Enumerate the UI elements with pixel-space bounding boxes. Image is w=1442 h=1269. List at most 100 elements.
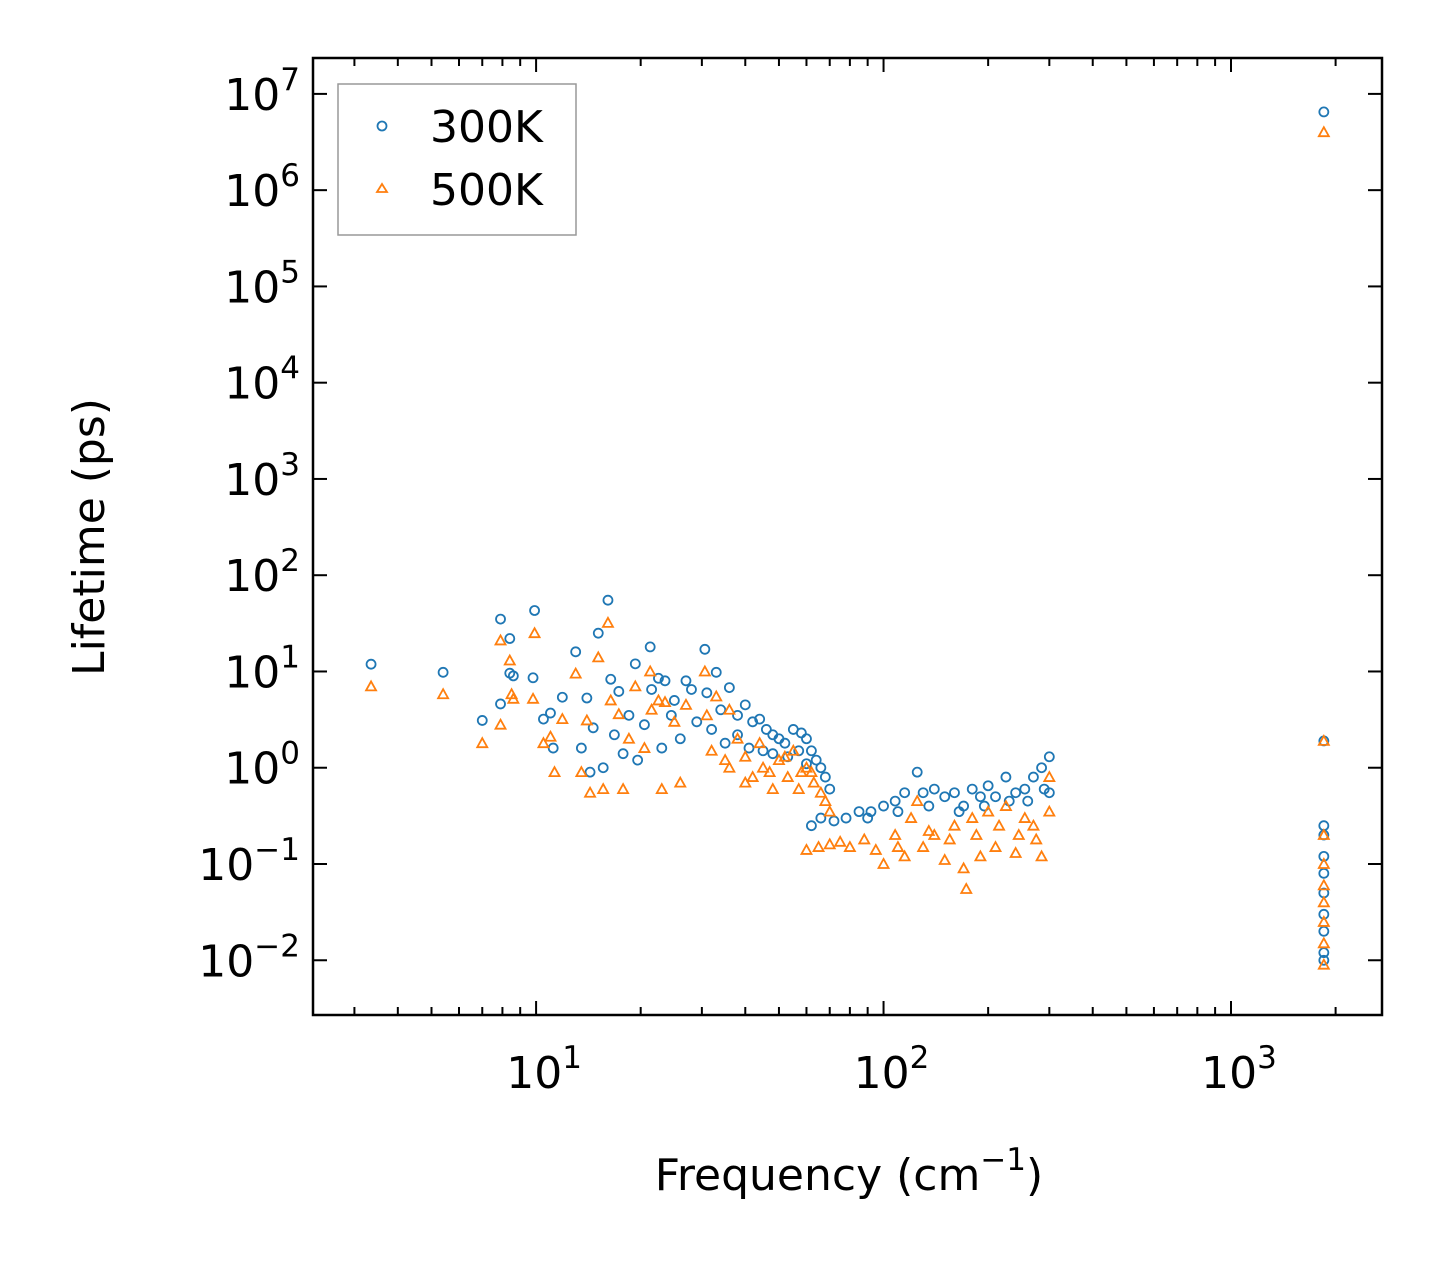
data-point	[743, 742, 755, 754]
data-point	[806, 820, 817, 832]
data-point	[1009, 846, 1023, 858]
data-point	[1043, 751, 1055, 763]
data-point	[815, 812, 827, 824]
data-point	[709, 689, 723, 702]
data-point	[691, 716, 703, 728]
data-point	[756, 760, 770, 773]
legend-box	[337, 83, 577, 236]
data-point	[656, 742, 668, 754]
data-point	[1042, 770, 1056, 782]
data-point	[722, 760, 736, 773]
axis-ticks	[313, 58, 1382, 1015]
plot-frame	[311, 56, 1384, 1017]
data-point	[1317, 936, 1331, 949]
data-point	[869, 843, 883, 855]
data-point	[719, 737, 731, 749]
data-point	[1317, 895, 1331, 908]
tick-exponent: 7	[280, 62, 300, 98]
data-point	[495, 613, 506, 625]
y-axis-label: Lifetime (ps)	[64, 398, 115, 676]
series-300k	[365, 106, 1330, 966]
data-point	[637, 741, 651, 753]
data-point	[584, 766, 596, 778]
data-point	[570, 646, 582, 658]
data-point	[988, 840, 1003, 852]
data-point	[1318, 106, 1330, 118]
tick-base: 10	[224, 647, 280, 698]
data-point	[536, 736, 550, 749]
y-tick-label: 104	[224, 351, 300, 410]
data-point	[503, 653, 517, 666]
data-point	[528, 626, 542, 639]
data-point	[732, 729, 743, 741]
data-point	[659, 675, 671, 687]
data-point	[738, 775, 752, 788]
data-point	[1318, 954, 1330, 966]
legend-label-300k: 300K	[430, 102, 544, 153]
x-axis-label-main: Frequency (cm	[655, 1150, 981, 1201]
data-point	[899, 787, 911, 799]
data-point	[668, 695, 680, 706]
tick-base: 10	[198, 840, 254, 891]
data-point	[612, 707, 626, 720]
y-tick-label: 10−2	[198, 928, 300, 987]
data-point	[1010, 787, 1022, 799]
data-point	[904, 811, 918, 823]
data-point	[674, 733, 686, 745]
data-point	[792, 782, 806, 794]
data-point	[910, 794, 924, 807]
data-point	[504, 633, 516, 644]
data-point	[700, 708, 714, 721]
tick-exponent: 0	[280, 736, 300, 772]
data-point	[892, 806, 904, 818]
data-point	[959, 882, 973, 894]
data-point	[857, 832, 871, 845]
data-point	[1000, 771, 1012, 783]
data-point	[527, 672, 539, 684]
data-point	[605, 673, 617, 685]
data-point	[602, 594, 614, 606]
data-point	[493, 717, 508, 730]
data-point	[437, 666, 449, 678]
data-point	[698, 664, 712, 677]
data-point	[715, 704, 727, 716]
data-point	[643, 664, 657, 677]
data-point	[814, 785, 828, 798]
x-axis-label: Frequency (cm−1)	[655, 1142, 1043, 1201]
data-point	[645, 702, 659, 715]
y-tick-label: 105	[224, 254, 300, 313]
data-point	[992, 818, 1006, 831]
data-point	[957, 861, 971, 874]
data-point	[731, 731, 745, 744]
data-point	[732, 709, 743, 721]
tick-exponent: 3	[280, 447, 300, 483]
data-point	[786, 743, 800, 756]
tick-exponent: 6	[280, 158, 300, 194]
data-point	[812, 840, 826, 852]
data-point	[754, 713, 766, 725]
data-point	[853, 806, 865, 818]
data-point	[639, 719, 650, 731]
data-point	[617, 748, 629, 760]
tick-exponent: −1	[254, 832, 300, 868]
data-point	[623, 709, 635, 721]
data-point	[632, 754, 644, 766]
data-point	[990, 791, 1001, 803]
data-point	[581, 692, 593, 704]
data-point	[878, 800, 889, 812]
data-point	[823, 804, 837, 817]
data-point	[1317, 878, 1331, 891]
data-point	[746, 770, 760, 782]
data-point	[928, 783, 940, 795]
tick-base: 10	[224, 359, 280, 410]
data-point	[833, 834, 847, 847]
data-point	[613, 686, 625, 697]
data-point	[1028, 771, 1039, 783]
series-500k	[364, 125, 1331, 970]
data-point	[947, 818, 962, 831]
data-point	[1318, 850, 1330, 862]
y-tick-label: 10−1	[198, 832, 300, 891]
data-point	[943, 832, 957, 845]
data-point	[799, 760, 813, 773]
